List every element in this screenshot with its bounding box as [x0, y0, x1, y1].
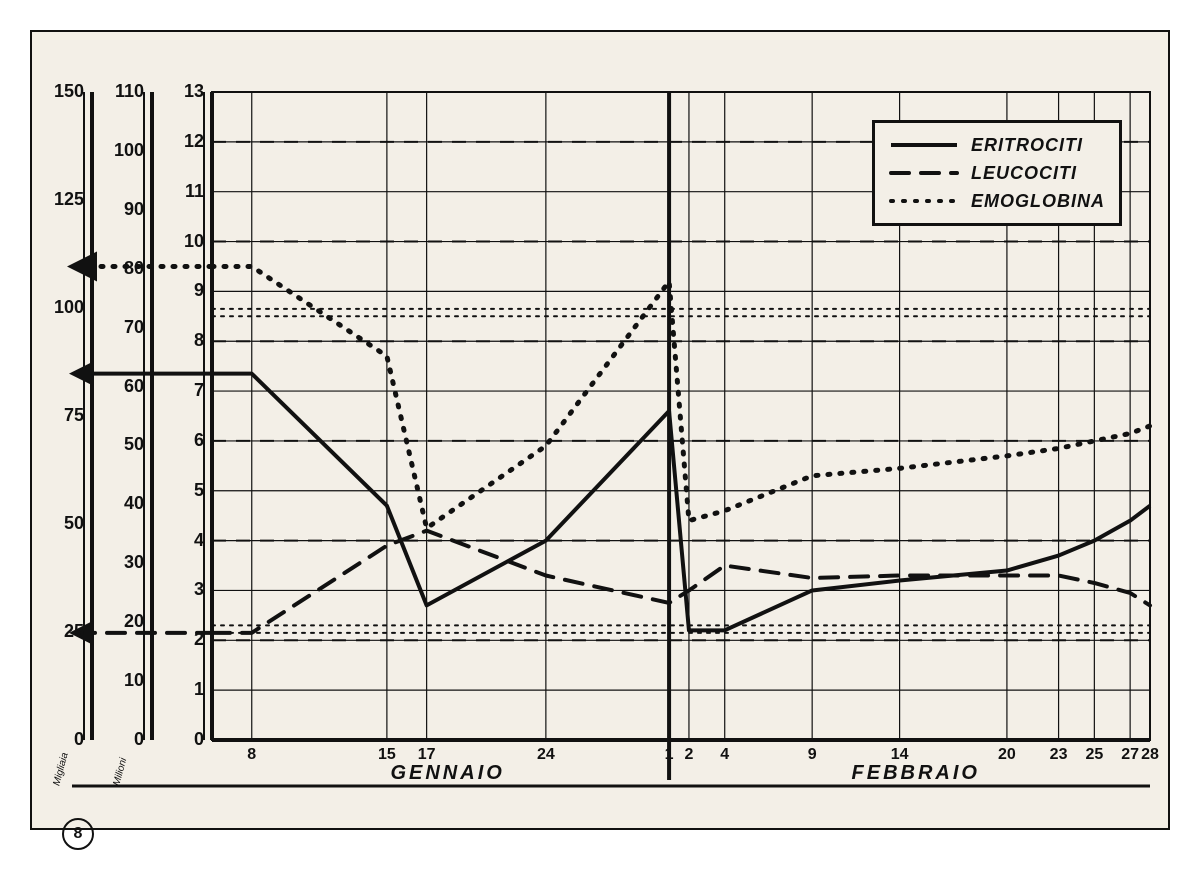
y3-tick-label: 1	[168, 679, 204, 700]
month-label: GENNAIO	[390, 762, 504, 785]
y3-tick-label: 0	[168, 729, 204, 750]
y3-tick-label: 10	[168, 231, 204, 252]
y2-tick-label: 40	[108, 493, 144, 514]
legend-item: ERITROCITI	[889, 131, 1105, 159]
series-emoglobina	[212, 266, 1150, 528]
legend-label: ERITROCITI	[971, 135, 1083, 156]
y3-tick-label: 3	[168, 579, 204, 600]
legend-swatch	[889, 191, 959, 211]
x-tick-label: 4	[720, 746, 729, 764]
y3-tick-label: 4	[168, 530, 204, 551]
y1-tick-label: 125	[48, 189, 84, 210]
y3-tick-label: 6	[168, 430, 204, 451]
y1-tick-label: 25	[48, 621, 84, 642]
x-tick-label: 20	[998, 746, 1016, 764]
series-eritrociti	[212, 374, 1150, 631]
legend: ERITROCITI LEUCOCITI EMOGLOBINA	[872, 120, 1122, 226]
legend-swatch	[889, 135, 959, 155]
x-tick-label: 1	[665, 746, 674, 764]
y3-tick-label: 2	[168, 629, 204, 650]
y3-tick-label: 11	[168, 181, 204, 202]
y2-tick-label: 20	[108, 611, 144, 632]
legend-label: EMOGLOBINA	[971, 191, 1105, 212]
y1-tick-label: 0	[48, 729, 84, 750]
y2-tick-label: 60	[108, 376, 144, 397]
x-tick-label: 28	[1141, 746, 1159, 764]
x-tick-label: 24	[537, 746, 555, 764]
legend-item: LEUCOCITI	[889, 159, 1105, 187]
y3-tick-label: 7	[168, 380, 204, 401]
y2-tick-label: 50	[108, 434, 144, 455]
y2-tick-label: 10	[108, 670, 144, 691]
y2-tick-label: 70	[108, 317, 144, 338]
legend-item: EMOGLOBINA	[889, 187, 1105, 215]
chart-frame: ERITROCITILEUCOCITIEMOGLOBINA 0255075100…	[30, 30, 1170, 830]
legend-swatch	[889, 163, 959, 183]
x-tick-label: 2	[684, 746, 693, 764]
y2-tick-label: 90	[108, 199, 144, 220]
y2-tick-label: 80	[108, 258, 144, 279]
y1-tick-label: 75	[48, 405, 84, 426]
figure-number: 8	[62, 818, 94, 850]
legend-label: LEUCOCITI	[971, 163, 1077, 184]
y1-tick-label: 50	[48, 513, 84, 534]
y1-tick-label: 150	[48, 81, 84, 102]
y2-tick-label: 0	[108, 729, 144, 750]
month-label: FEBBRAIO	[852, 762, 980, 785]
y3-tick-label: 8	[168, 330, 204, 351]
x-tick-label: 27	[1121, 746, 1139, 764]
x-tick-label: 8	[247, 746, 256, 764]
x-tick-label: 9	[808, 746, 817, 764]
y3-tick-label: 9	[168, 280, 204, 301]
y2-tick-label: 30	[108, 552, 144, 573]
y2-tick-label: 100	[108, 140, 144, 161]
y3-tick-label: 5	[168, 480, 204, 501]
x-tick-label: 25	[1085, 746, 1103, 764]
y2-tick-label: 110	[108, 81, 144, 102]
y1-tick-label: 100	[48, 297, 84, 318]
y3-tick-label: 12	[168, 131, 204, 152]
x-tick-label: 23	[1050, 746, 1068, 764]
y3-tick-label: 13	[168, 81, 204, 102]
